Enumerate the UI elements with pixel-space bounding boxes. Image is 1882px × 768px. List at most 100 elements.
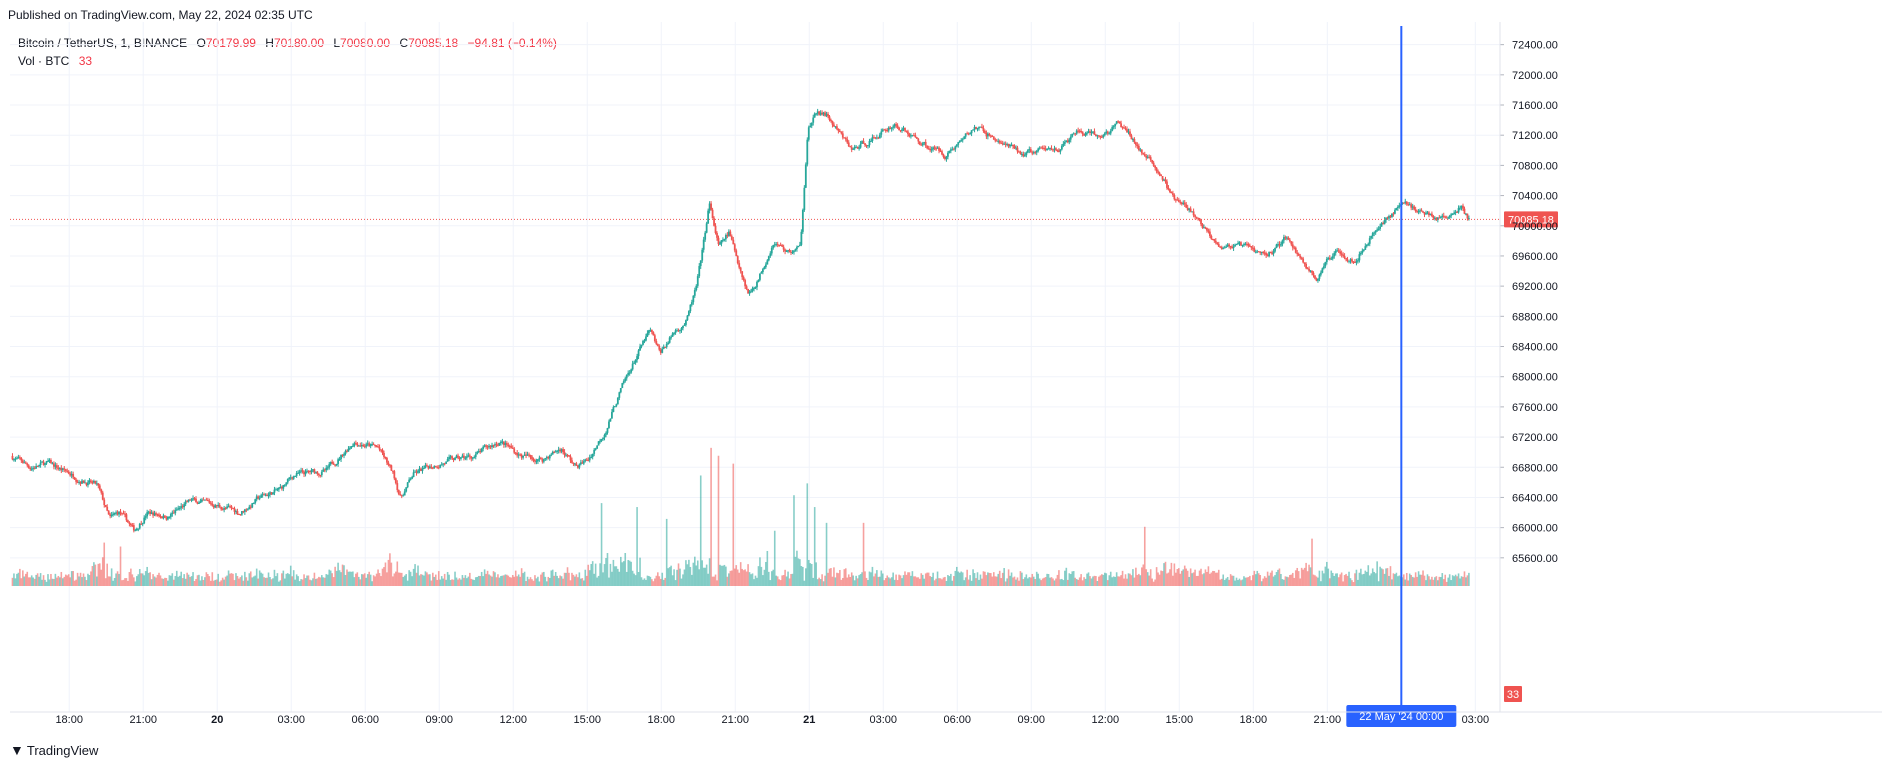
x-tick-label: 21:00 xyxy=(129,714,157,726)
volume-bar xyxy=(736,569,739,586)
x-tick-label: 15:00 xyxy=(573,714,601,726)
volume-bar xyxy=(760,566,763,586)
volume-bar xyxy=(1254,574,1257,586)
candle-body xyxy=(57,467,60,469)
volume-bar xyxy=(699,475,702,586)
candle-body xyxy=(1284,237,1287,239)
candle-body xyxy=(1312,272,1315,276)
volume-bar xyxy=(59,577,61,586)
candle-body xyxy=(331,461,334,464)
volume-bar xyxy=(1312,574,1315,586)
volume-bar xyxy=(547,576,550,586)
brand-name: TradingView xyxy=(26,742,99,758)
volume-bar xyxy=(1083,577,1085,586)
volume-bar xyxy=(881,573,884,586)
volume-bar xyxy=(689,566,692,586)
candle-body xyxy=(482,446,485,449)
volume-bar xyxy=(288,574,291,586)
candle-body xyxy=(445,461,448,464)
candle-body xyxy=(409,478,412,480)
candle-body xyxy=(905,130,908,132)
candle-body xyxy=(859,143,862,148)
volume-bar xyxy=(1343,575,1346,586)
volume-bar xyxy=(190,576,193,586)
volume-bar xyxy=(1198,570,1201,586)
volume-bar xyxy=(63,576,66,586)
volume-bar xyxy=(722,565,724,586)
candle-body xyxy=(1012,144,1014,147)
candle-body xyxy=(1305,263,1308,269)
candle-body xyxy=(346,450,348,452)
volume-bar xyxy=(202,579,205,586)
volume-bar xyxy=(156,574,159,586)
candle-body xyxy=(1028,149,1031,151)
candle-body xyxy=(400,495,403,497)
candle-body xyxy=(1269,251,1272,254)
volume-bar xyxy=(871,566,874,586)
candle-body xyxy=(424,465,427,468)
candle-body xyxy=(505,443,508,445)
candle-body xyxy=(1445,217,1448,219)
volume-bar xyxy=(281,573,283,586)
candle-body xyxy=(279,486,282,489)
volume-bar xyxy=(269,577,271,586)
volume-bar xyxy=(152,574,154,586)
volume-bar xyxy=(1244,577,1247,586)
candle-body xyxy=(235,511,237,513)
candle-body xyxy=(1432,216,1435,218)
volume-bar xyxy=(1364,570,1367,586)
volume-bar xyxy=(183,574,185,586)
volume-bar xyxy=(628,560,631,586)
volume-bar xyxy=(1428,576,1430,586)
volume-bar xyxy=(982,571,985,586)
y-tick-label: 71200.00 xyxy=(1512,130,1558,142)
candle-body xyxy=(827,113,829,117)
candle-body xyxy=(448,457,451,460)
candle-body xyxy=(1433,217,1436,219)
symbol-title[interactable]: Bitcoin / TetherUS, 1, BINANCE xyxy=(18,36,188,50)
volume-bar xyxy=(1465,577,1467,586)
candle-body xyxy=(1158,172,1161,175)
volume-bar xyxy=(668,567,671,586)
candle-body xyxy=(239,514,242,516)
candle-body xyxy=(328,464,331,468)
volume-bar xyxy=(642,579,644,586)
candle-body xyxy=(169,514,172,517)
volume-bar xyxy=(1395,572,1398,586)
candle-body xyxy=(702,239,705,250)
volume-bar xyxy=(756,577,758,586)
candle-body xyxy=(861,141,863,144)
candle-body xyxy=(742,277,745,281)
candle-body xyxy=(109,514,112,517)
volume-bar xyxy=(923,578,926,586)
candle-body xyxy=(690,302,693,305)
volume-bar xyxy=(782,575,785,586)
volume-label[interactable]: Vol · BTC xyxy=(18,54,70,68)
volume-bar xyxy=(1320,581,1322,586)
candle-body xyxy=(303,471,305,475)
candle-body xyxy=(420,468,422,471)
volume-bar xyxy=(20,578,23,586)
volume-bar xyxy=(1006,578,1008,586)
candle-body xyxy=(1439,217,1442,219)
candle-body xyxy=(759,273,761,280)
candle-body xyxy=(399,494,402,496)
volume-bar xyxy=(174,576,177,586)
volume-bar xyxy=(759,557,761,586)
candle-body xyxy=(908,134,911,137)
candle-body xyxy=(539,457,542,460)
volume-bar xyxy=(514,570,517,586)
candle-body xyxy=(1352,261,1355,263)
candle-body xyxy=(1047,148,1050,150)
volume-bar xyxy=(762,575,764,586)
candle-body xyxy=(1290,241,1293,245)
candle-body xyxy=(1456,211,1458,213)
candle-body xyxy=(578,464,581,468)
candle-body xyxy=(812,117,815,123)
candle-body xyxy=(1281,240,1284,245)
candle-body xyxy=(418,468,421,471)
candle-body xyxy=(391,470,394,472)
tradingview-brand[interactable]: ⁠▼ TradingView xyxy=(10,742,98,758)
volume-value: 33 xyxy=(78,54,93,68)
